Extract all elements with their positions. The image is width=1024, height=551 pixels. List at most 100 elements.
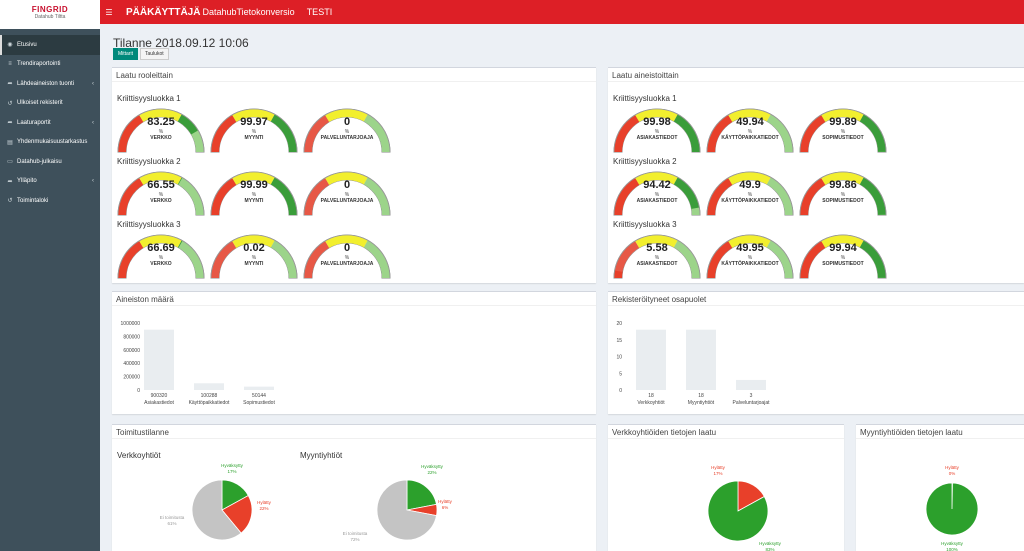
gauge-percent-symbol: % bbox=[251, 192, 257, 198]
gauge-label: KÄYTTÖPAIKKATIEDOT bbox=[721, 198, 779, 204]
pie-slice[interactable] bbox=[376, 479, 437, 541]
sidebar: FINGRID Datahub Tiltta ◉ Etusivu ≡ Trendira… bbox=[0, 0, 100, 551]
gauge-value: 0 bbox=[343, 116, 351, 128]
topbar-env: TESTI bbox=[306, 7, 333, 17]
gauge-percent-symbol: % bbox=[840, 255, 846, 261]
criticality-label: Kriittisyysluokka 1 bbox=[613, 94, 677, 103]
sidebar-item-label: Toimintaloki bbox=[17, 197, 49, 204]
y-tick-label: 400000 bbox=[123, 361, 140, 367]
gauge-percent-symbol: % bbox=[840, 129, 846, 135]
bar[interactable] bbox=[636, 329, 666, 390]
pie-slice-pct: 72% bbox=[350, 537, 359, 542]
bar[interactable] bbox=[736, 379, 766, 390]
quality-gauge: 0% PALVELUNTARJOAJA bbox=[302, 232, 392, 282]
bar-value-label: 18 bbox=[648, 393, 654, 399]
pie-slice-name: Hyväksytty bbox=[221, 463, 244, 468]
topbar-title: PÄÄKÄYTTÄJÄ bbox=[126, 6, 201, 18]
sidebar-item-label: Trendiraportointi bbox=[17, 61, 61, 68]
quality-gauge: 66.55% VERKKO bbox=[116, 169, 206, 219]
y-tick-label: 600000 bbox=[123, 348, 140, 354]
quality-gauge: 49.9% KÄYTTÖPAIKKATIEDOT bbox=[705, 169, 795, 219]
gauge-percent-symbol: % bbox=[158, 129, 164, 135]
gauge-label: ASIAKASTIEDOT bbox=[636, 261, 678, 267]
pie-slice-name: Ei toimitusta bbox=[343, 531, 368, 536]
meters-button[interactable]: Mittarit bbox=[113, 48, 138, 60]
gauge-label: SOPIMUSTIEDOT bbox=[822, 135, 864, 141]
sidebar-item-8[interactable]: ↺ Toimintaloki bbox=[0, 191, 100, 211]
sidebar-item-label: Ylläpito bbox=[17, 178, 37, 185]
pie-slice-name: Ei toimitusta bbox=[160, 515, 185, 520]
share-icon: ➦ bbox=[7, 120, 13, 127]
gauge-value: 94.42 bbox=[643, 179, 671, 191]
bar-category-label: Sopimustiedot bbox=[243, 400, 275, 406]
sidebar-item-1[interactable]: ≡ Trendiraportointi bbox=[0, 55, 100, 75]
view-toggle: Mittarit Taulukot bbox=[113, 48, 169, 60]
pie-slice-name: Hylätty bbox=[438, 499, 453, 504]
topbar-subtitle: DatahubTietokonversio bbox=[202, 7, 295, 17]
bar[interactable] bbox=[244, 386, 274, 390]
topbar: ☰ PÄÄKÄYTTÄJÄ DatahubTietokonversio TEST… bbox=[100, 0, 1024, 24]
y-tick-label: 0 bbox=[137, 388, 140, 394]
sidebar-item-label: Datahub-julkaisu bbox=[17, 158, 62, 165]
file-icon: ▭ bbox=[7, 159, 13, 166]
gauge-value: 49.9 bbox=[739, 179, 761, 191]
pie-slice-name: Hyväksytty bbox=[941, 541, 964, 546]
sidebar-item-5[interactable]: ▤ Yhdenmukaisuustarkastus bbox=[0, 133, 100, 153]
gauge-label: SOPIMUSTIEDOT bbox=[822, 261, 864, 267]
gauge-percent-symbol: % bbox=[344, 192, 350, 198]
bar[interactable] bbox=[686, 329, 716, 390]
pie-slice-pct: 22% bbox=[427, 470, 436, 475]
quality-gauge: 49.95% KÄYTTÖPAIKKATIEDOT bbox=[705, 232, 795, 282]
parties-bar-chart: 2015105018Verkkoyhtiöt18Myyntiyhtiöt3Pal… bbox=[616, 321, 770, 406]
pie-slice[interactable] bbox=[191, 479, 242, 541]
hamburger-icon[interactable]: ☰ bbox=[105, 7, 113, 17]
sidebar-item-0[interactable]: ◉ Etusivu bbox=[0, 35, 100, 55]
criticality-label: Kriittisyysluokka 1 bbox=[117, 94, 181, 103]
database-icon: ▤ bbox=[7, 139, 13, 146]
gauge-label: VERKKO bbox=[150, 198, 172, 204]
pie-slice[interactable] bbox=[707, 480, 769, 542]
gauge-value: 99.94 bbox=[829, 242, 857, 254]
quality-data-title: Laatu aineistoittain bbox=[608, 68, 1024, 82]
gauge-value: 99.97 bbox=[240, 116, 268, 128]
quality-gauge: 99.98% ASIAKASTIEDOT bbox=[612, 106, 702, 156]
sidebar-item-label: Etusivu bbox=[17, 41, 37, 48]
history-icon: ↺ bbox=[7, 198, 13, 205]
share-icon: ➦ bbox=[7, 178, 13, 185]
network-label: Verkkoyhtiöt bbox=[117, 451, 161, 460]
pie-slice[interactable] bbox=[221, 495, 253, 534]
dashboard-icon: ◉ bbox=[7, 42, 13, 49]
bar[interactable] bbox=[194, 383, 224, 390]
pie-slice[interactable] bbox=[925, 482, 979, 536]
criticality-label: Kriittisyysluokka 3 bbox=[117, 220, 181, 229]
gauge-percent-symbol: % bbox=[654, 255, 660, 261]
bar-category-label: Myyntiyhtiöt bbox=[688, 400, 715, 406]
gauge-percent-symbol: % bbox=[344, 129, 350, 135]
y-tick-label: 200000 bbox=[123, 375, 140, 381]
sales-quality-title: Myyntiyhtiöiden tietojen laatu bbox=[856, 425, 1024, 439]
volume-box: Aineiston määrä 1000000 800000 600000 40000… bbox=[112, 291, 596, 414]
sales-quality-box: Myyntiyhtiöiden tietojen laatu Hylätty 0%… bbox=[856, 424, 1024, 551]
gauge-label: KÄYTTÖPAIKKATIEDOT bbox=[721, 261, 779, 267]
logo[interactable]: FINGRID Datahub Tiltta bbox=[0, 0, 100, 29]
sidebar-item-7[interactable]: ➦ Ylläpito ‹ bbox=[0, 172, 100, 192]
bar-category-label: Käyttöpaikkatiedot bbox=[189, 400, 230, 406]
gauge-label: MYYNTI bbox=[244, 261, 264, 267]
sidebar-item-2[interactable]: ➦ Lähdeaineiston tuonti ‹ bbox=[0, 74, 100, 94]
sliders-icon: ≡ bbox=[8, 61, 12, 68]
bar[interactable] bbox=[144, 329, 174, 390]
sidebar-item-4[interactable]: ➦ Laaturaportit ‹ bbox=[0, 113, 100, 133]
sidebar-item-6[interactable]: ▭ Datahub-julkaisu bbox=[0, 152, 100, 172]
sidebar-item-3[interactable]: ↺ Ulkoiset rekisterit bbox=[0, 94, 100, 114]
pie-slice-pct: 17% bbox=[227, 469, 236, 474]
gauge-value: 0 bbox=[343, 179, 351, 191]
gauge-value: 5.58 bbox=[646, 242, 668, 254]
y-tick-label: 0 bbox=[619, 388, 622, 394]
quality-gauge: 49.94% KÄYTTÖPAIKKATIEDOT bbox=[705, 106, 795, 156]
sidebar-nav: ◉ Etusivu ≡ Trendiraportointi ➦ Lähdeaineisto… bbox=[0, 35, 100, 211]
pie-slice[interactable] bbox=[406, 479, 437, 511]
gauge-percent-symbol: % bbox=[251, 129, 257, 135]
tables-button[interactable]: Taulukot bbox=[140, 48, 169, 60]
